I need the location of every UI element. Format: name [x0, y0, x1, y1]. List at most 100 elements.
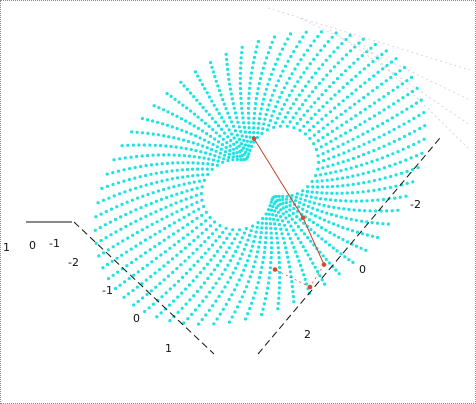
surface-point: [239, 142, 244, 146]
surface-point: [187, 213, 191, 217]
surface-point: [180, 128, 184, 132]
surface-point: [174, 201, 178, 205]
surface-point: [267, 276, 271, 280]
surface-point: [363, 209, 367, 213]
surface-point: [273, 227, 278, 231]
trace-segment: [253, 138, 304, 218]
surface-point: [321, 254, 325, 258]
x-tick: 1: [3, 241, 10, 254]
surface-point: [300, 89, 304, 93]
surface-point: [381, 121, 385, 126]
surface-point: [149, 182, 154, 186]
surface-point: [395, 113, 399, 117]
surface-point: [271, 205, 275, 209]
surface-point: [200, 185, 204, 189]
surface-point: [151, 153, 155, 157]
surface-point: [240, 111, 244, 115]
surface-point: [336, 184, 340, 188]
surface-point: [333, 93, 337, 97]
surface-point: [189, 195, 193, 199]
surface-point: [269, 246, 274, 250]
surface-point: [365, 50, 369, 54]
surface-point: [192, 210, 196, 214]
surface-point: [197, 304, 201, 308]
surface-point: [151, 302, 155, 306]
surface-point: [136, 299, 140, 304]
surface-point: [150, 260, 154, 264]
surface-point: [404, 194, 408, 198]
surface-point: [287, 93, 291, 97]
surface-point: [151, 119, 155, 123]
surface-point: [336, 61, 340, 65]
surface-point: [324, 58, 328, 62]
surface-point: [290, 285, 294, 289]
surface-point: [320, 93, 324, 97]
surface-point: [274, 231, 278, 235]
surface-point: [329, 171, 333, 175]
surface-point: [140, 116, 144, 121]
surface-point: [339, 252, 343, 256]
surface-point: [268, 119, 272, 123]
surface-point: [215, 163, 219, 167]
surface-point: [363, 107, 367, 111]
surface-point: [110, 259, 114, 263]
surface-point: [305, 48, 309, 52]
surface-point: [239, 158, 243, 162]
surface-point: [287, 213, 291, 218]
surface-point: [269, 251, 273, 255]
surface-point: [175, 210, 179, 214]
surface-point: [299, 58, 303, 62]
surface-point: [276, 218, 280, 222]
surface-point: [273, 62, 278, 66]
surface-point: [341, 99, 345, 103]
surface-point: [385, 63, 389, 68]
surface-point: [309, 228, 313, 232]
surface-point: [200, 198, 204, 202]
surface-point: [167, 135, 171, 139]
surface-point: [204, 313, 208, 317]
surface-point: [188, 121, 192, 125]
surface-point: [212, 254, 216, 258]
surface-point: [196, 322, 201, 326]
surface-point: [367, 140, 371, 144]
surface-point: [208, 290, 212, 294]
surface-point: [240, 134, 244, 138]
surface-point: [402, 134, 407, 139]
surface-point: [337, 272, 341, 276]
surface-point: [354, 74, 358, 78]
surface-point: [145, 292, 149, 296]
surface-point: [120, 253, 124, 257]
surface-point: [277, 251, 281, 255]
surface-point: [263, 92, 267, 96]
surface-point: [267, 212, 271, 216]
surface-point: [276, 116, 280, 120]
surface-point: [102, 251, 106, 255]
surface-point: [276, 204, 280, 208]
surface-point: [93, 228, 97, 232]
surface-point: [320, 179, 324, 183]
surface-point: [140, 131, 145, 135]
surface-point: [145, 118, 150, 122]
surface-point: [196, 115, 200, 119]
surface-point: [213, 154, 217, 158]
surface-point: [315, 190, 319, 195]
surface-point: [377, 187, 381, 192]
surface-point: [397, 137, 401, 141]
surface-point: [356, 190, 360, 194]
surface-point: [292, 206, 296, 211]
surface-point: [303, 132, 307, 136]
surface-point: [354, 199, 358, 203]
surface-point: [297, 93, 301, 97]
surface-point: [194, 193, 198, 197]
surface-point: [128, 188, 132, 192]
surface-point: [284, 246, 288, 250]
surface-point: [321, 152, 325, 156]
surface-point: [370, 198, 375, 203]
surface-point: [199, 243, 203, 248]
surface-point: [175, 168, 179, 172]
surface-point: [331, 147, 335, 151]
surface-point: [194, 149, 198, 153]
surface-point: [124, 224, 128, 229]
surface-point: [404, 158, 408, 162]
